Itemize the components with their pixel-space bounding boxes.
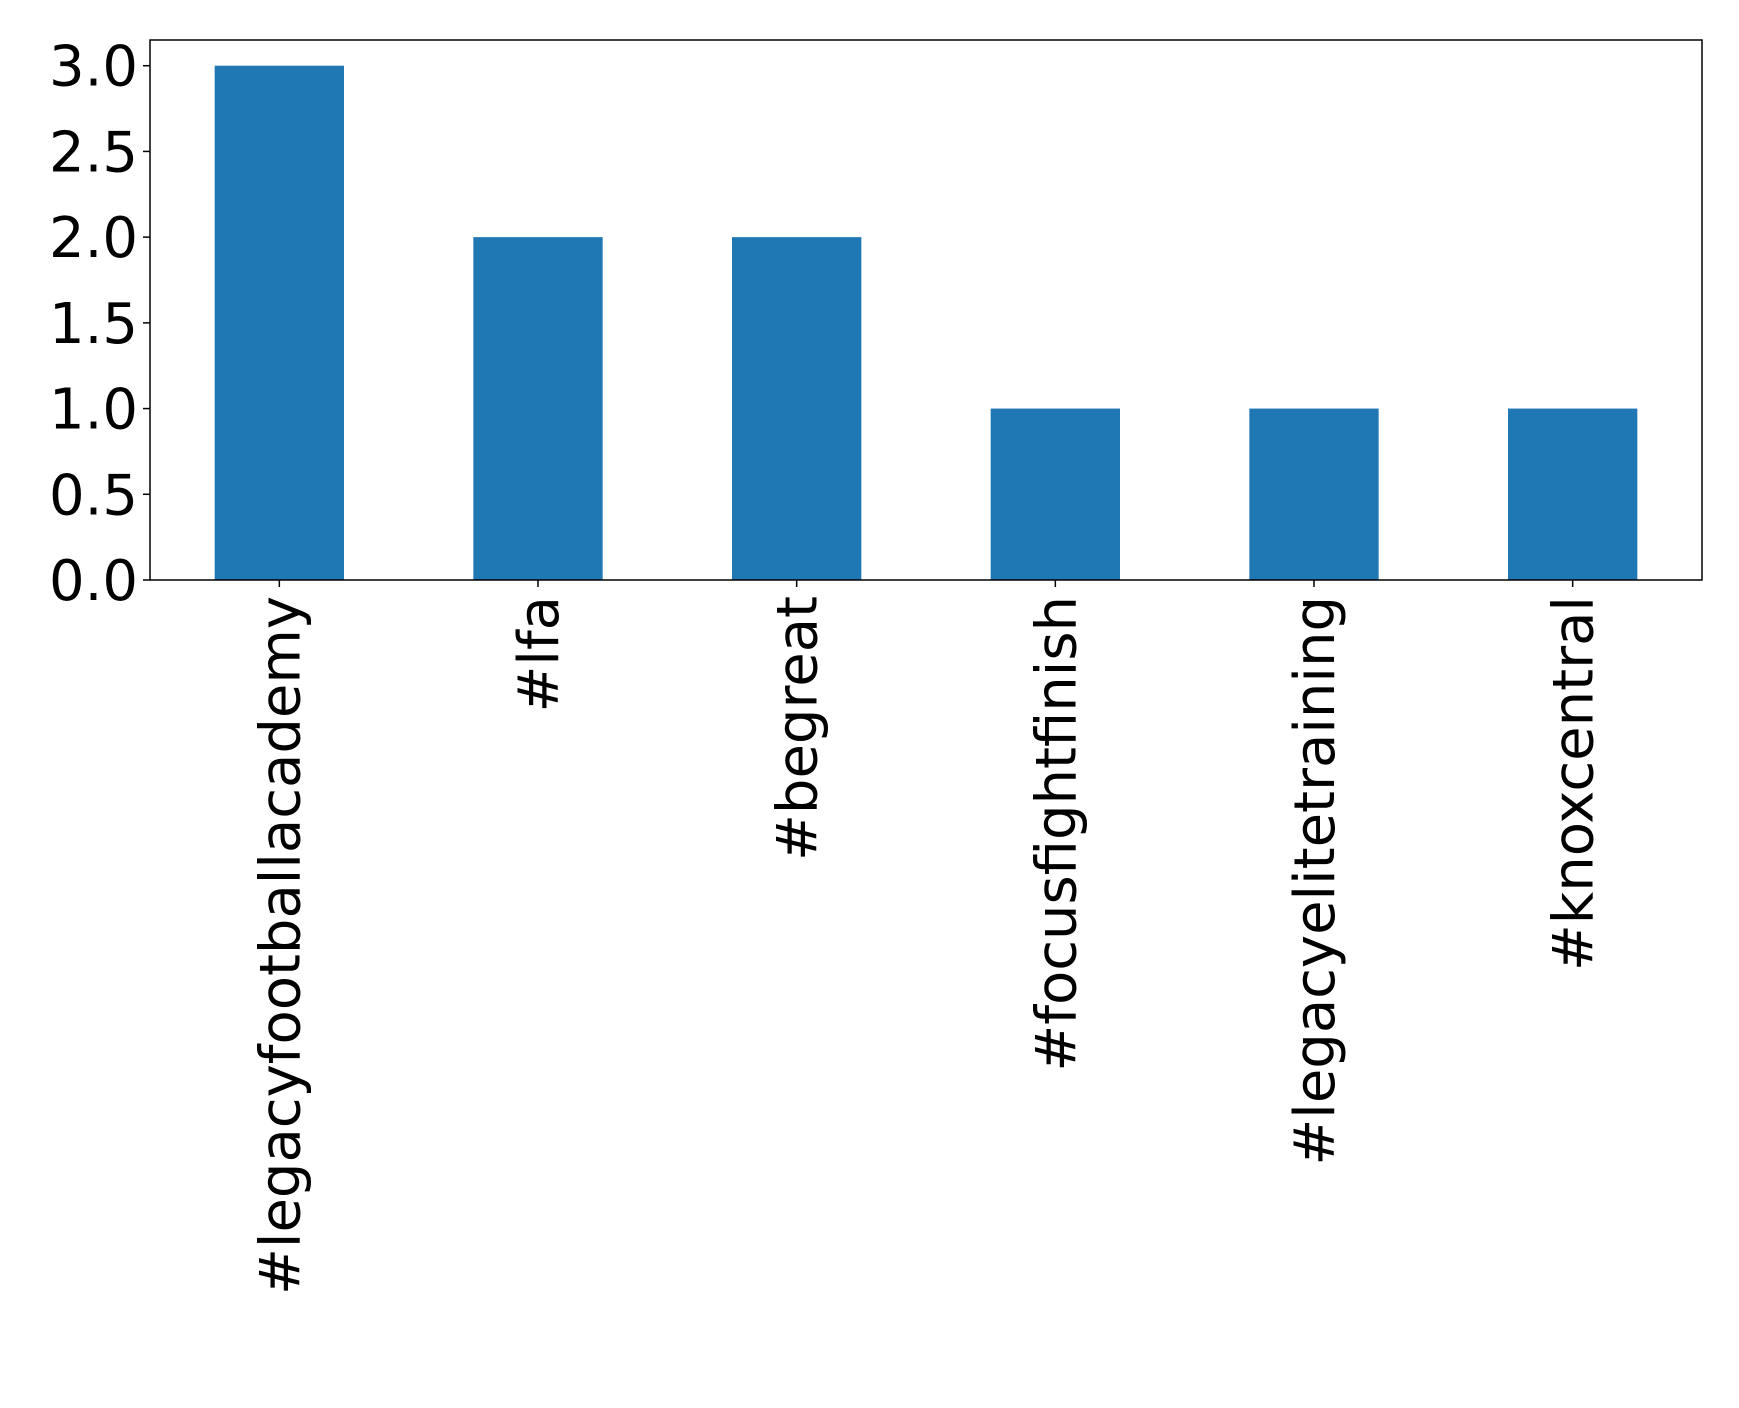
x-tick-label: #knoxcentral [1542,596,1607,971]
y-tick-label: 0.0 [49,549,138,614]
y-tick-label: 1.0 [49,378,138,443]
bar-legacyfootballacademy [214,65,344,580]
plot-frame [149,39,1703,581]
x-tick-label: #begreat [766,596,831,861]
x-tick-label: #legacyfootballacademy [248,596,313,1295]
bar-knoxcentral [1508,408,1638,580]
y-tick-label: 2.5 [49,120,138,185]
y-axis: 0.0 0.5 1.0 1.5 2.0 2.5 3.0 [49,35,150,614]
x-tick-label: #focusfightfinish [1024,596,1089,1072]
y-tick-label: 1.5 [49,292,138,357]
y-tick-label: 2.0 [49,206,138,271]
bar-legacyelitetraining [1249,408,1379,580]
y-tick-label: 3.0 [49,35,138,100]
bar-focusfightfinish [990,408,1120,580]
bars-layer [214,65,1638,580]
x-tick-label: #legacyelitetraining [1283,596,1348,1166]
bar-begreat [732,237,862,580]
x-tick-label: #lfa [507,596,572,713]
y-tick-label: 0.5 [49,463,138,528]
bar-lfa [473,237,603,580]
x-axis: #legacyfootballacademy #lfa #begreat #focus… [248,580,1607,1295]
